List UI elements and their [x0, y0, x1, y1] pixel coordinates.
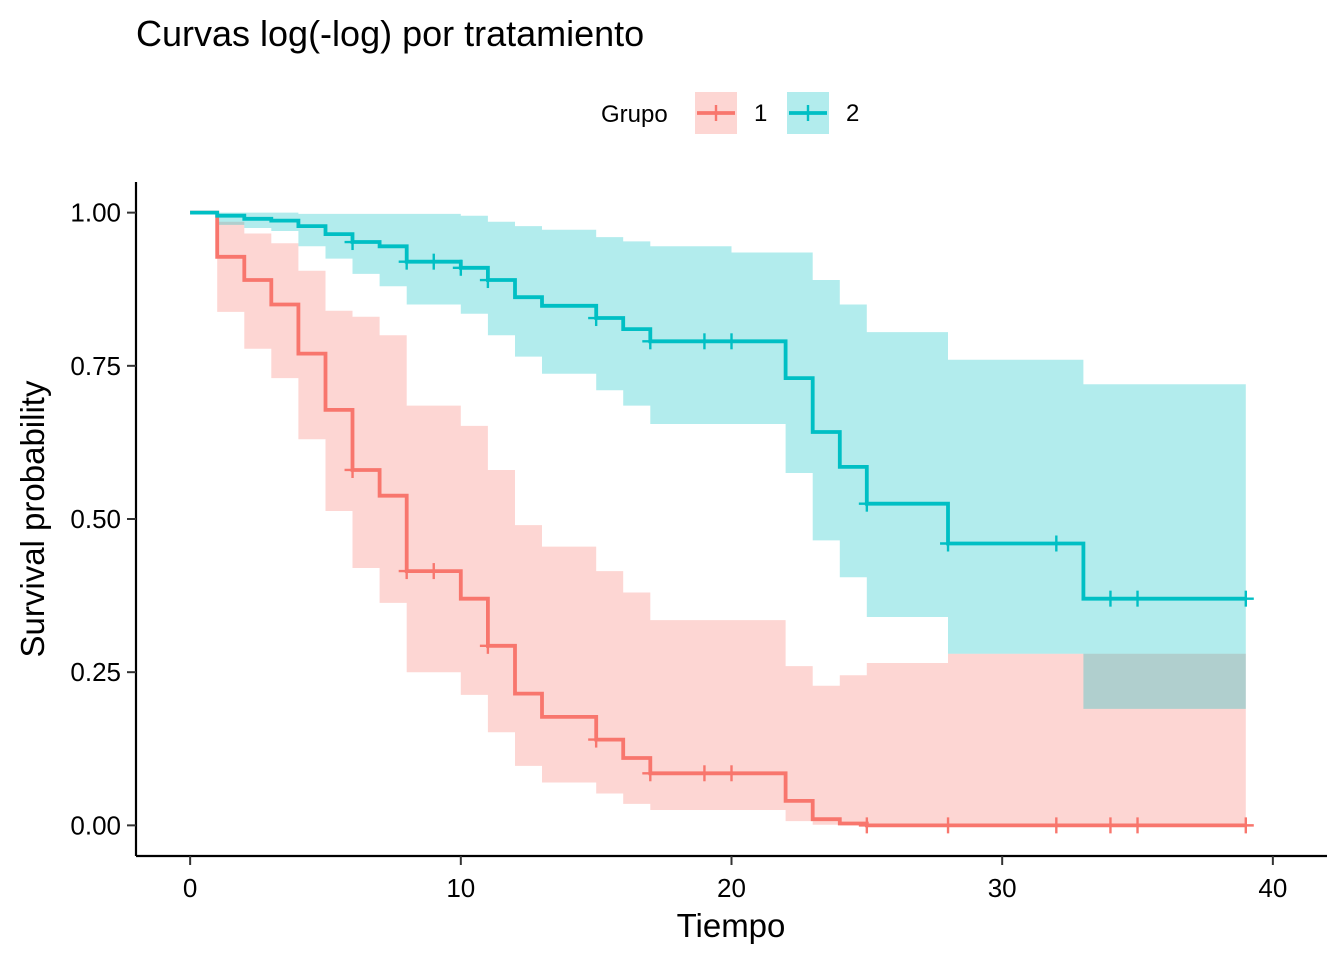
censor-mark-group-2: [858, 495, 875, 512]
censor-mark-group-2: [452, 259, 469, 276]
censor-mark-group-2: [588, 310, 605, 327]
censor-mark-group-2: [1237, 590, 1254, 607]
censor-mark-group-1: [642, 765, 659, 782]
censor-mark-group-1: [425, 563, 442, 580]
y-tick-label: 0.50: [70, 504, 121, 534]
censor-mark-group-2: [940, 535, 957, 552]
x-tick-label: 30: [988, 873, 1017, 903]
survival-curve-group-2: [190, 210, 1246, 601]
y-tick-label: 0.25: [70, 657, 121, 687]
censor-mark-group-1: [723, 765, 740, 782]
censor-mark-group-1: [1129, 817, 1146, 834]
legend-entry-group-2: 2: [787, 92, 859, 134]
censor-mark-group-2: [344, 234, 361, 251]
x-tick-label: 40: [1258, 873, 1287, 903]
censor-mark-group-2: [479, 272, 496, 289]
y-tick-label: 0.75: [70, 351, 121, 381]
legend-label-group-2: 2: [846, 100, 859, 127]
y-tick-label: 1.00: [70, 198, 121, 228]
x-axis-label: Tiempo: [677, 907, 786, 944]
censor-mark-group-2: [642, 333, 659, 350]
censor-mark-group-1: [479, 637, 496, 654]
y-axis-label: Survival probability: [14, 380, 51, 657]
censor-mark-group-2: [696, 333, 713, 350]
censor-mark-group-1: [344, 461, 361, 478]
censor-mark-group-1: [1102, 817, 1119, 834]
survival-curve-group-1: [190, 210, 1246, 828]
censor-mark-group-2: [398, 253, 415, 270]
censor-mark-group-1: [1237, 817, 1254, 834]
censor-mark-group-2: [1102, 590, 1119, 607]
y-tick-label: 0.00: [70, 810, 121, 840]
x-tick-label: 10: [446, 873, 475, 903]
censor-mark-group-1: [696, 765, 713, 782]
legend-label-group-1: 1: [754, 100, 767, 127]
confidence-band-group-2: [190, 212, 1246, 709]
censor-mark-group-1: [940, 817, 957, 834]
legend-entry-group-1: 1: [695, 92, 767, 134]
x-tick-label: 0: [183, 873, 197, 903]
censor-mark-group-1: [588, 731, 605, 748]
legend: Grupo 1 2: [601, 92, 859, 134]
censor-mark-group-1: [858, 817, 875, 834]
legend-title: Grupo: [601, 101, 668, 128]
x-tick-label: 20: [717, 873, 746, 903]
censor-mark-group-2: [723, 333, 740, 350]
censor-mark-group-2: [425, 253, 442, 270]
confidence-band-group-1: [190, 212, 1246, 826]
censor-mark-group-2: [1048, 535, 1065, 552]
censor-mark-group-2: [1129, 590, 1146, 607]
censor-mark-group-1: [1048, 817, 1065, 834]
censor-mark-group-1: [398, 563, 415, 580]
chart-title: Curvas log(-log) por tratamiento: [136, 13, 644, 54]
